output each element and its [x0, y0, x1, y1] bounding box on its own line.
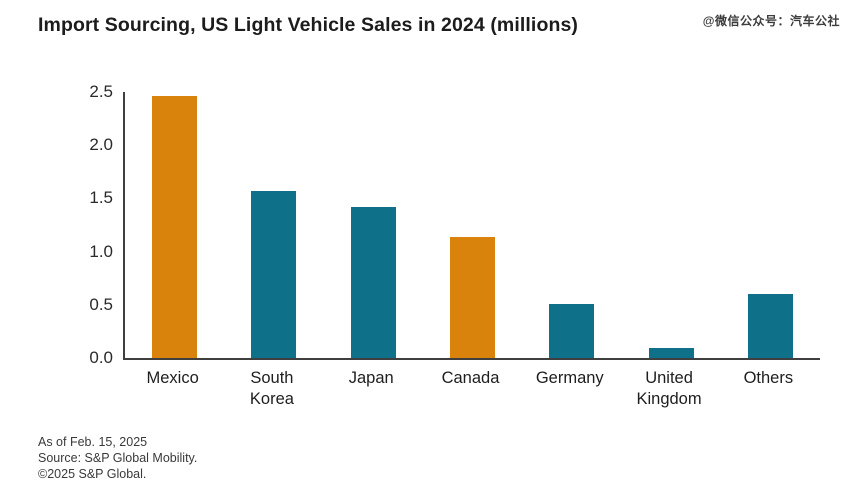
- x-tick-label: Germany: [535, 369, 604, 387]
- watermark-text: @微信公众号：汽车公社: [702, 14, 840, 28]
- y-tick-label: 0.0: [89, 348, 113, 367]
- bar-slot: [423, 92, 522, 358]
- bar-slot: [324, 92, 423, 358]
- x-tick-label: Others: [743, 369, 794, 387]
- y-axis: 0.0 0.5 1.0 1.5 2.0 2.5: [0, 0, 113, 501]
- x-tick-label: Japan: [348, 369, 394, 387]
- as-of-date: As of Feb. 15, 2025: [38, 435, 148, 449]
- x-axis-labels: Mexico South Korea Japan Canada Germany Unite…: [123, 368, 818, 410]
- bar-others: [747, 294, 793, 358]
- y-tick-label: 2.0: [89, 135, 113, 155]
- bar-slot: [522, 92, 621, 358]
- copyright-line: ©2025 S&P Global.: [38, 467, 147, 481]
- source-note: As of Feb. 15, 2025 Source: S&P Global M…: [38, 434, 197, 482]
- bar-slot: [721, 92, 820, 358]
- bar-mexico: [152, 96, 198, 358]
- bar-united-kingdom: [648, 348, 694, 358]
- x-tick-label: Mexico: [146, 369, 199, 387]
- chart-title: Import Sourcing, US Light Vehicle Sales …: [38, 14, 579, 36]
- bar-slot: [224, 92, 323, 358]
- bar-canada: [449, 236, 495, 358]
- y-tick-label: 0.5: [89, 294, 113, 314]
- bar-slot: [621, 92, 720, 358]
- bar-japan: [350, 206, 396, 358]
- y-tick-label: 2.5: [89, 82, 113, 101]
- bar-germany: [549, 303, 595, 358]
- x-tick-label: United Kingdom: [636, 369, 702, 408]
- source-line: Source: S&P Global Mobility.: [38, 451, 198, 465]
- bar-slot: [125, 92, 224, 358]
- x-tick-label: Canada: [441, 369, 500, 387]
- y-tick-label: 1.0: [89, 241, 113, 261]
- y-tick-label: 1.5: [89, 188, 113, 208]
- plot-area: [123, 92, 820, 360]
- bar-south-korea: [251, 191, 297, 358]
- x-tick-label: South Korea: [249, 369, 294, 408]
